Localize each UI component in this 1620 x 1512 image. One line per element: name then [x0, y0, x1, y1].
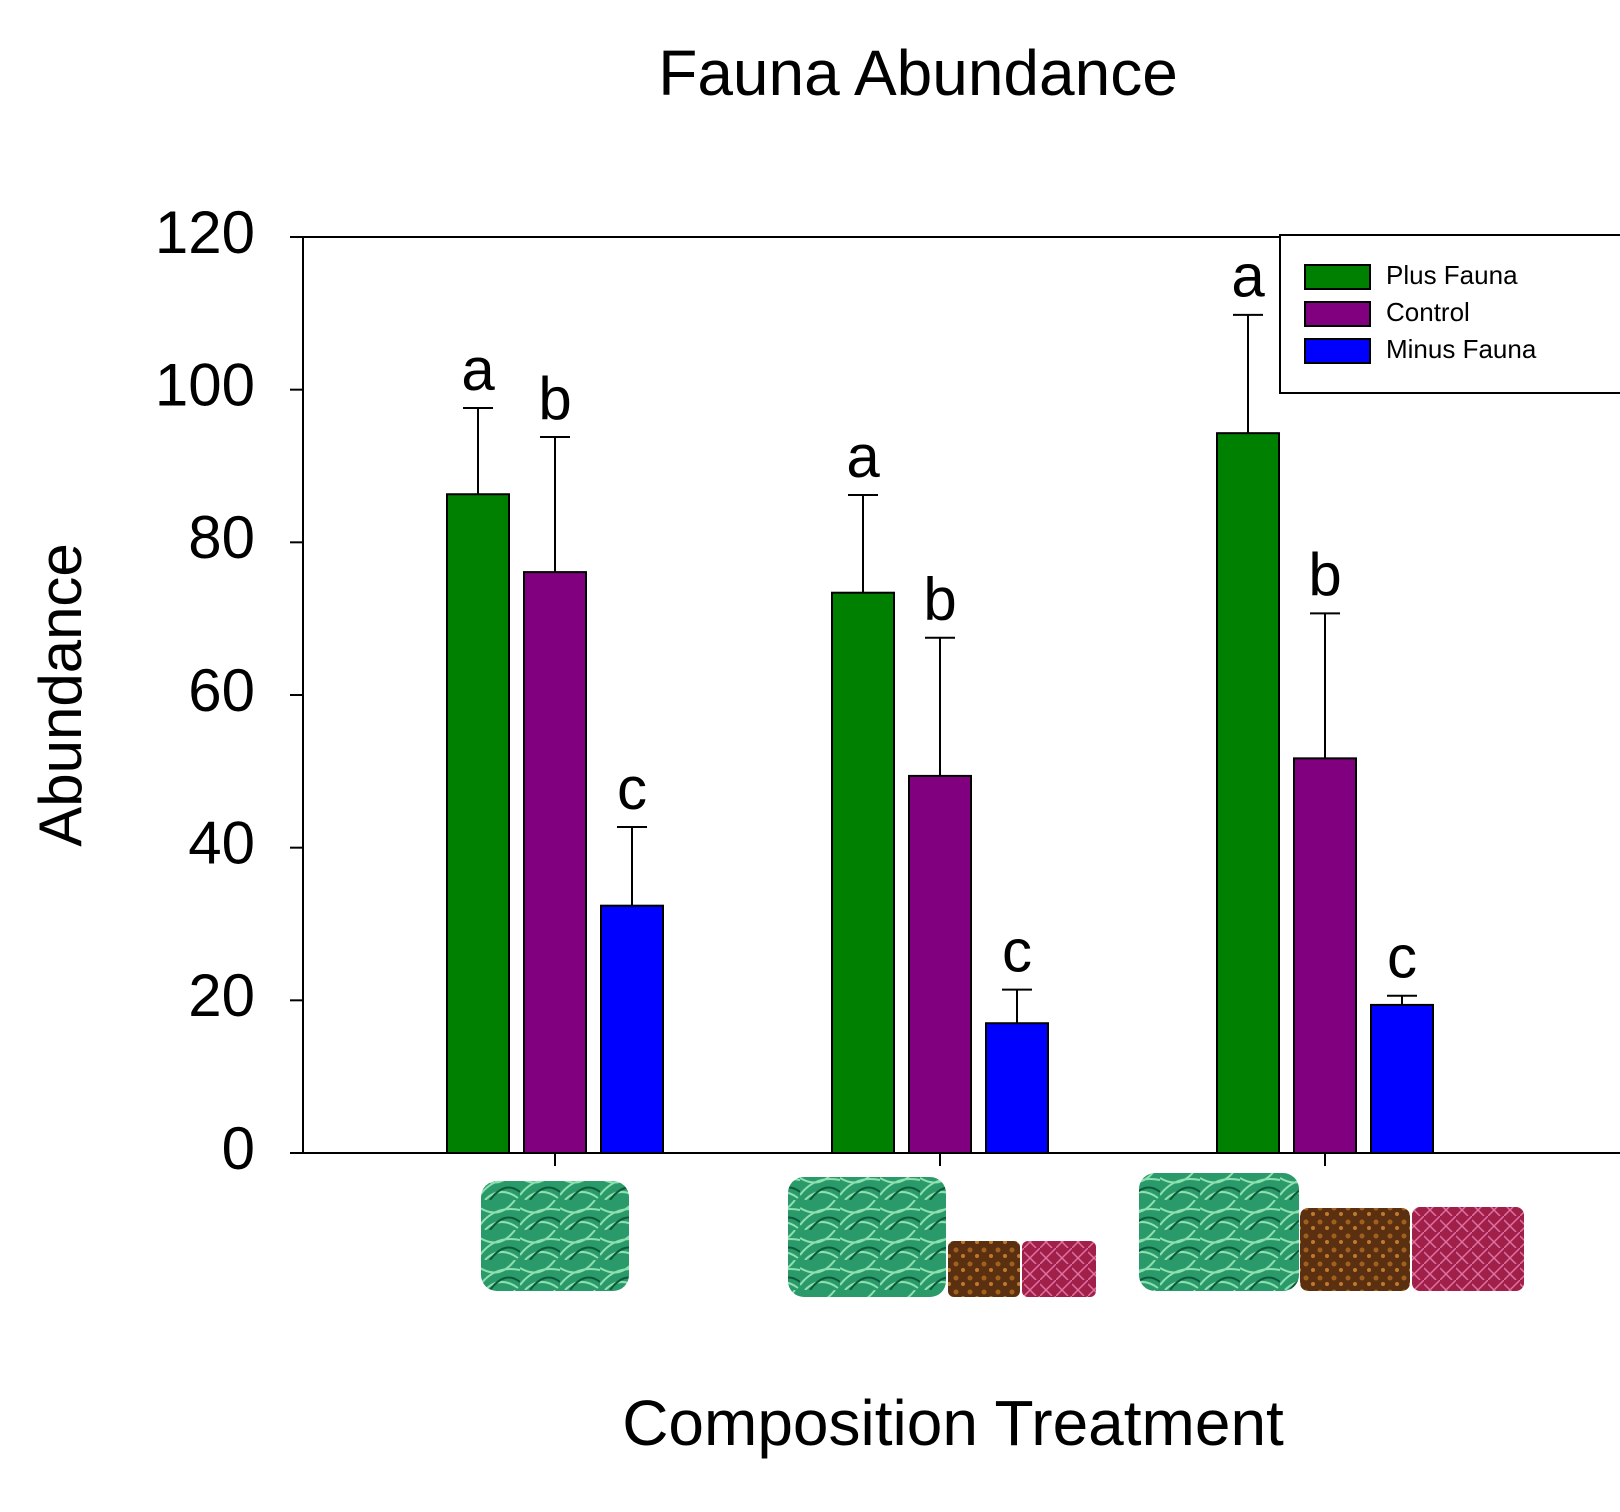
significance-letter: b: [923, 566, 956, 633]
red-algae-image: [1412, 1207, 1524, 1291]
error-bar: [925, 636, 955, 776]
grass-image: [481, 1181, 629, 1291]
legend-swatch: [1304, 301, 1371, 327]
y-tick-label: 0: [222, 1115, 255, 1182]
legend-swatch: [1304, 264, 1371, 290]
error-bar: [1002, 988, 1032, 1024]
grass-image: [1139, 1173, 1299, 1291]
significance-letter: a: [461, 336, 495, 403]
error-bar: [848, 494, 878, 593]
legend-label: Plus Fauna: [1386, 260, 1518, 290]
error-bar: [540, 435, 570, 573]
significance-letter: a: [846, 423, 880, 490]
bar: [523, 571, 587, 1154]
bar: [908, 774, 972, 1154]
significance-letter: b: [538, 365, 571, 432]
brown-algae-image: [1300, 1208, 1410, 1291]
bar: [446, 493, 510, 1154]
legend-label: Control: [1386, 297, 1470, 327]
brown-algae-image: [948, 1241, 1020, 1297]
grass-image: [788, 1177, 946, 1297]
x-axis-label: Composition Treatment: [622, 1387, 1284, 1459]
y-tick-label: 40: [188, 810, 255, 877]
y-tick-label: 80: [188, 504, 255, 571]
significance-letter: c: [1002, 917, 1032, 984]
y-tick-label: 20: [188, 962, 255, 1029]
treatment-images: [481, 1173, 1524, 1297]
y-tick-label: 60: [188, 657, 255, 724]
error-bar: [1233, 313, 1263, 434]
bar: [600, 904, 664, 1154]
red-algae-image: [1022, 1241, 1096, 1297]
error-bar: [1387, 994, 1417, 1005]
bar: [831, 591, 895, 1154]
bar: [985, 1022, 1049, 1154]
bar: [1370, 1003, 1434, 1154]
y-tick-label: 100: [155, 352, 255, 419]
significance-letter: b: [1308, 541, 1341, 608]
y-axis-label: Abundance: [27, 543, 94, 847]
legend-label: Minus Fauna: [1386, 334, 1537, 364]
significance-letter: a: [1231, 243, 1265, 310]
error-bar: [617, 826, 647, 906]
chart-title: Fauna Abundance: [658, 37, 1178, 109]
bar: [1216, 432, 1280, 1154]
bar: [1293, 757, 1357, 1155]
y-tick-label: 120: [155, 199, 255, 266]
significance-letter: c: [1387, 924, 1417, 991]
significance-letter: c: [617, 755, 647, 822]
legend-swatch: [1304, 338, 1371, 364]
error-bar: [1310, 612, 1340, 759]
error-bar: [463, 406, 493, 495]
